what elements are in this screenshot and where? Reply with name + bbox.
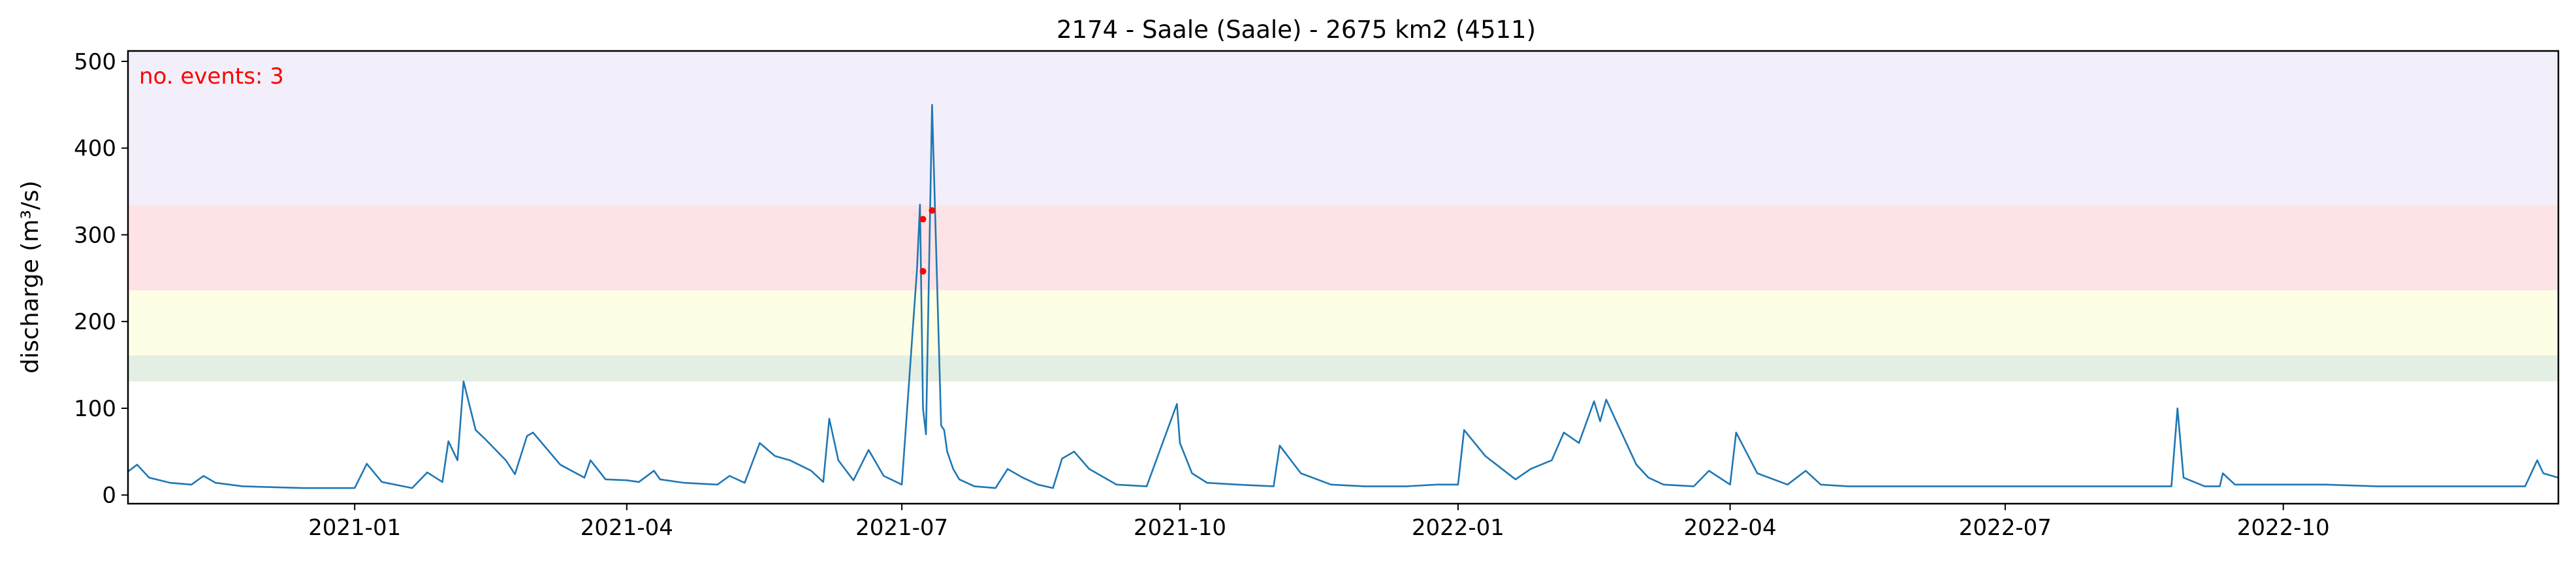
threshold-band [128, 290, 2558, 355]
event-point [929, 207, 936, 214]
y-tick-label: 400 [74, 136, 116, 162]
y-tick-label: 200 [74, 309, 116, 335]
threshold-band [128, 51, 2558, 206]
event-points [919, 207, 936, 275]
series-layer [127, 104, 2559, 489]
event-point [919, 216, 927, 223]
x-tick-label: 2022-07 [1959, 515, 2052, 541]
threshold-bands [128, 51, 2558, 382]
y-axis-label: discharge (m³/s) [17, 180, 44, 373]
x-tick-label: 2021-01 [308, 515, 401, 541]
chart-title: 2174 - Saale (Saale) - 2675 km2 (4511) [1057, 16, 1536, 44]
x-tick-label: 2021-10 [1134, 515, 1226, 541]
events-annotation: no. events: 3 [139, 63, 284, 89]
y-tick-label: 500 [74, 49, 116, 75]
x-axis-ticks: 2021-01 2021-04 2021-07 2021-10 2022-01 2022-… [308, 504, 2330, 541]
y-tick-label: 0 [102, 483, 116, 509]
y-tick-label: 100 [74, 396, 116, 422]
x-tick-label: 2022-10 [2237, 515, 2330, 541]
y-axis-ticks: 0 100 200 300 400 500 [74, 49, 128, 509]
event-point [919, 268, 927, 275]
discharge-line [127, 104, 2559, 489]
y-tick-label: 300 [74, 222, 116, 248]
threshold-band [128, 355, 2558, 382]
x-tick-label: 2021-07 [855, 515, 948, 541]
threshold-band [128, 205, 2558, 291]
plot-frame [127, 50, 2560, 505]
x-tick-label: 2022-01 [1412, 515, 1504, 541]
x-tick-label: 2021-04 [580, 515, 673, 541]
x-tick-label: 2022-04 [1684, 515, 1777, 541]
